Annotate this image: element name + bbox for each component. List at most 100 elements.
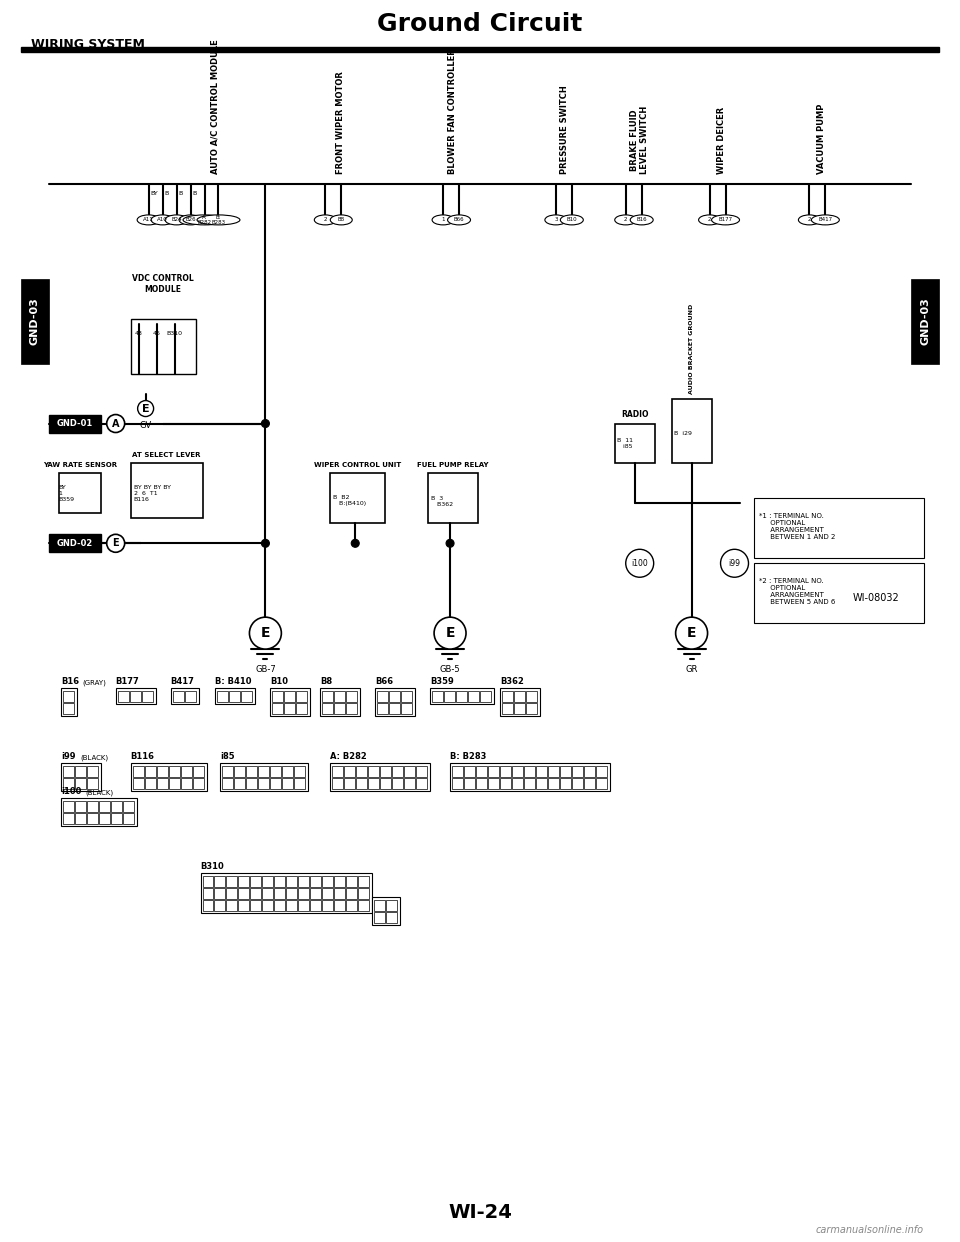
Bar: [299, 899, 309, 910]
Text: B16: B16: [636, 217, 647, 222]
Bar: [584, 766, 595, 776]
Text: B: B: [179, 191, 182, 196]
Bar: [358, 876, 370, 887]
Bar: [548, 777, 559, 789]
Text: VDC CONTROL
MODULE: VDC CONTROL MODULE: [132, 274, 194, 294]
Text: B: B283: B: B283: [450, 751, 487, 761]
Bar: [334, 703, 346, 714]
Bar: [229, 691, 240, 702]
Bar: [596, 766, 607, 776]
Text: RADIO: RADIO: [621, 410, 648, 419]
Bar: [180, 777, 192, 789]
Bar: [275, 888, 285, 899]
Bar: [369, 777, 379, 789]
Bar: [203, 899, 213, 910]
Text: AT SELECT LEVER: AT SELECT LEVER: [132, 452, 201, 458]
Bar: [911, 278, 939, 364]
Bar: [118, 691, 129, 702]
Text: B310: B310: [167, 332, 182, 337]
Bar: [156, 777, 168, 789]
Bar: [86, 801, 98, 812]
Text: E: E: [112, 538, 119, 548]
Text: B24: B24: [171, 217, 181, 222]
Bar: [214, 876, 226, 887]
Text: B116: B116: [131, 751, 155, 761]
Bar: [389, 703, 400, 714]
Bar: [548, 766, 559, 776]
Bar: [468, 691, 479, 702]
Bar: [374, 912, 385, 923]
Bar: [171, 688, 199, 704]
Bar: [500, 688, 540, 715]
Text: (GRAY): (GRAY): [83, 679, 107, 686]
Bar: [584, 777, 595, 789]
Bar: [347, 876, 357, 887]
Text: B417: B417: [818, 217, 832, 222]
Bar: [502, 691, 513, 702]
Bar: [60, 763, 101, 791]
Bar: [464, 777, 475, 789]
Bar: [389, 691, 400, 702]
Text: GND-02: GND-02: [57, 539, 93, 548]
Bar: [295, 766, 305, 776]
Bar: [173, 691, 183, 702]
Bar: [432, 691, 444, 702]
Bar: [488, 777, 499, 789]
Bar: [393, 777, 403, 789]
Bar: [242, 691, 252, 702]
Bar: [334, 691, 346, 702]
Bar: [201, 873, 372, 913]
Bar: [131, 763, 206, 791]
Bar: [115, 688, 156, 704]
Bar: [223, 777, 233, 789]
Bar: [132, 766, 144, 776]
Bar: [614, 424, 655, 463]
Bar: [524, 766, 535, 776]
Bar: [286, 899, 298, 910]
Ellipse shape: [330, 215, 352, 225]
Text: E: E: [445, 626, 455, 640]
Bar: [169, 777, 180, 789]
Text: 2: 2: [624, 217, 628, 222]
Bar: [334, 876, 346, 887]
Text: i100: i100: [60, 787, 82, 796]
Text: GND-01: GND-01: [57, 419, 93, 428]
Text: 1: 1: [442, 217, 444, 222]
Text: B  i29: B i29: [674, 431, 691, 436]
Bar: [234, 777, 246, 789]
Text: B10: B10: [271, 677, 288, 686]
Text: 46: 46: [153, 332, 160, 337]
Text: BRAKE FLUID
LEVEL SWITCH: BRAKE FLUID LEVEL SWITCH: [630, 106, 649, 174]
Bar: [452, 777, 463, 789]
Text: B359: B359: [430, 677, 454, 686]
Bar: [345, 766, 355, 776]
Text: B362: B362: [500, 677, 524, 686]
Bar: [297, 691, 307, 702]
Bar: [132, 777, 144, 789]
Bar: [251, 899, 261, 910]
Bar: [21, 278, 49, 364]
Bar: [21, 47, 939, 52]
Bar: [275, 899, 285, 910]
Bar: [271, 688, 310, 715]
Text: BY: BY: [151, 191, 158, 196]
Bar: [99, 801, 109, 812]
Bar: [203, 876, 213, 887]
Text: B  3
   B362: B 3 B362: [431, 496, 453, 507]
Bar: [386, 899, 397, 910]
Bar: [310, 899, 322, 910]
Text: AUDIO BRACKET GROUND: AUDIO BRACKET GROUND: [689, 303, 694, 394]
Bar: [223, 766, 233, 776]
Bar: [75, 766, 85, 776]
Text: AUTO A/C CONTROL MODULE: AUTO A/C CONTROL MODULE: [211, 40, 220, 174]
Ellipse shape: [545, 215, 566, 225]
Bar: [59, 473, 101, 513]
Bar: [358, 888, 370, 899]
Bar: [310, 876, 322, 887]
Ellipse shape: [561, 215, 584, 225]
Text: B310: B310: [201, 862, 225, 871]
Ellipse shape: [711, 215, 739, 225]
Bar: [347, 899, 357, 910]
Text: BY
1
B359: BY 1 B359: [59, 486, 75, 502]
Bar: [284, 691, 296, 702]
